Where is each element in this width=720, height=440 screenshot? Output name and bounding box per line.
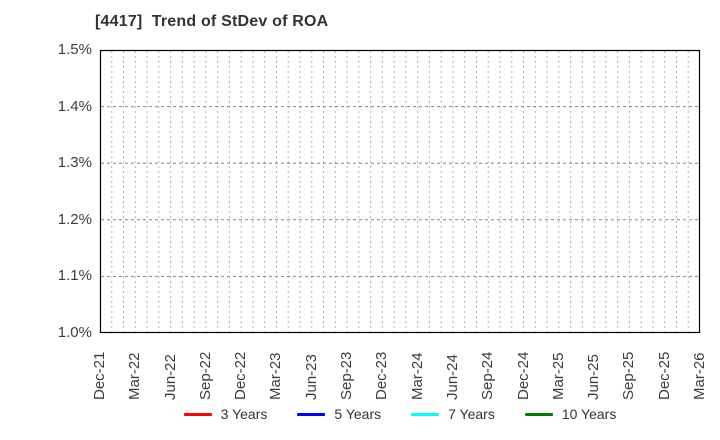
legend-item: 7 Years	[411, 406, 495, 422]
legend-item: 5 Years	[297, 406, 381, 422]
plot-border	[99, 49, 701, 334]
legend-label: 3 Years	[220, 406, 268, 422]
legend-label: 5 Years	[334, 406, 382, 422]
legend-line-swatch	[411, 412, 440, 416]
legend-label: 10 Years	[561, 406, 617, 422]
legend-label: 7 Years	[448, 406, 495, 422]
legend-item: 3 Years	[183, 406, 268, 422]
chart-title: [4417] Trend of StDev of ROA	[95, 13, 329, 30]
legend-line-swatch	[183, 412, 212, 416]
legend-item: 10 Years	[524, 406, 617, 422]
legend-line-swatch	[297, 412, 326, 416]
legend-line-swatch	[524, 412, 553, 416]
legend: 3 Years 5 Years 7 Years 10 Years	[100, 406, 700, 422]
